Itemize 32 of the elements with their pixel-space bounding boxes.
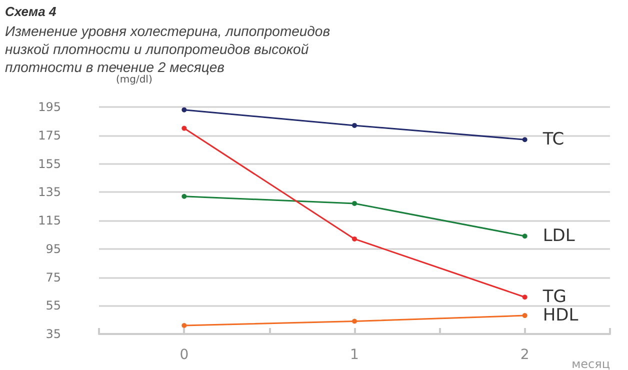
series-label: LDL (542, 226, 576, 246)
y-tick-label: 135 (38, 185, 61, 200)
point (522, 313, 528, 318)
point (352, 318, 357, 324)
point (352, 236, 357, 242)
point (352, 200, 357, 206)
series-label: TC (542, 130, 564, 150)
point (522, 294, 528, 300)
point (182, 126, 187, 131)
chart-subtitle: Изменение уровня холестерина, липопротеидов низкой плотности и липопротеидов высокой плотности в течение 2 месяцев (5, 23, 334, 75)
y-tick-label: 95 (46, 242, 61, 256)
series-label: TG (542, 287, 566, 308)
x-tick-label: 2 (520, 347, 530, 363)
x-tick-label: 1 (350, 347, 359, 363)
chart-title: Схема 4 (5, 4, 57, 19)
y-tick-label: 195 (38, 100, 61, 114)
y-tick-label: 55 (46, 298, 61, 313)
x-tick-label: 0 (180, 347, 189, 363)
point (182, 194, 187, 199)
point (182, 107, 187, 112)
point (522, 137, 528, 142)
series-label: HDL (542, 306, 579, 326)
point (182, 322, 187, 328)
point (352, 122, 357, 128)
point (522, 234, 528, 239)
y-tick-label: 175 (38, 128, 61, 142)
y-tick-label: 75 (46, 270, 61, 284)
y-axis-title: (mg/dl) (116, 74, 152, 86)
y-tick-label: 155 (38, 156, 61, 171)
y-tick-label: 35 (46, 327, 61, 341)
x-axis-title: месяц (572, 357, 610, 370)
y-tick-label: 115 (38, 214, 61, 228)
